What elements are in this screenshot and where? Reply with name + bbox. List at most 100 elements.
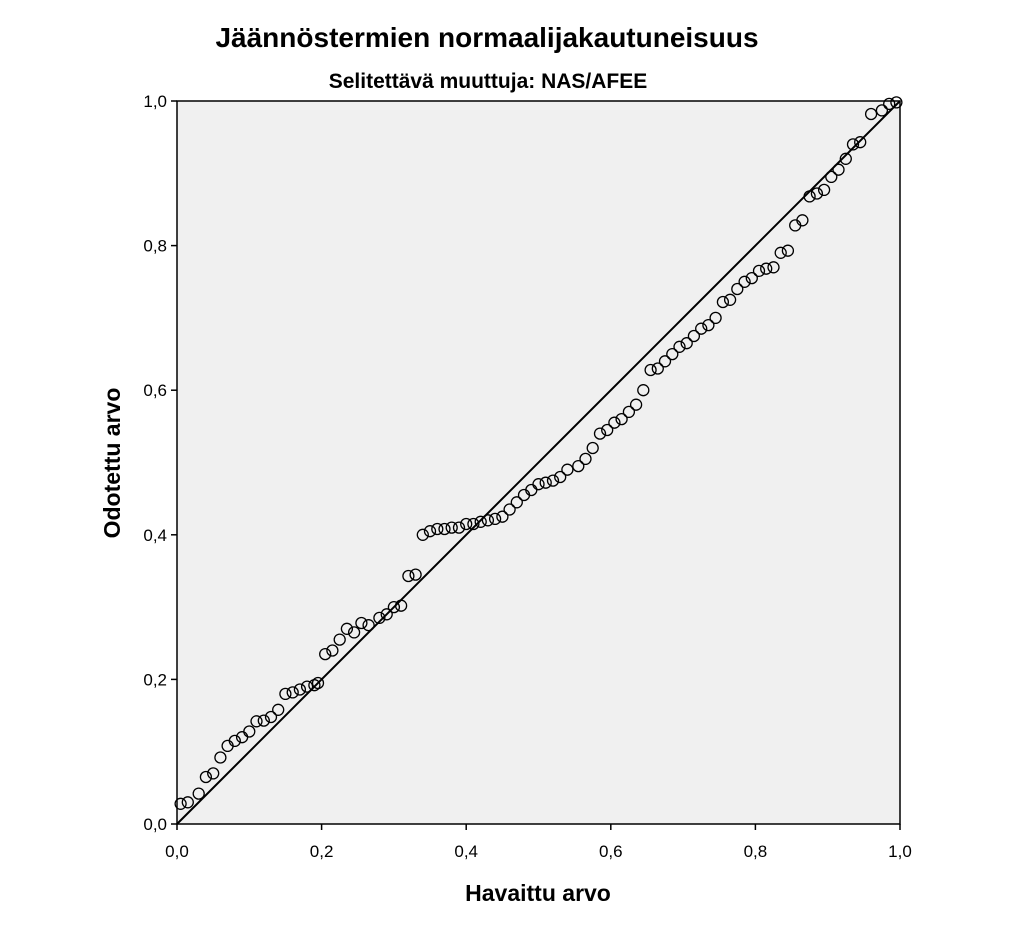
- x-tick-label: 0,6: [599, 842, 623, 861]
- chart-title: Jäännöstermien normaalijakautuneisuus: [215, 22, 759, 53]
- data-point: [293, 683, 307, 696]
- data-point: [380, 608, 393, 621]
- x-tick-label: 0,2: [310, 842, 334, 861]
- data-point: [192, 787, 205, 800]
- data-point: [460, 517, 473, 531]
- data-point: [355, 616, 368, 630]
- data-point: [546, 474, 560, 487]
- data-point: [767, 261, 780, 274]
- y-tick-label: 0,8: [143, 237, 167, 256]
- x-axis-label: Havaittu arvo: [465, 880, 611, 906]
- data-point: [431, 522, 444, 536]
- data-point: [416, 528, 429, 541]
- data-point: [286, 686, 299, 699]
- data-point: [539, 476, 552, 489]
- y-tick-label: 1,0: [143, 92, 167, 111]
- data-point: [554, 470, 567, 484]
- data-point: [423, 525, 437, 538]
- data-point: [622, 405, 636, 419]
- data-point: [319, 647, 332, 661]
- data-point: [474, 515, 487, 528]
- data-point: [264, 710, 278, 724]
- data-point: [452, 521, 466, 534]
- data-point: [716, 295, 730, 309]
- data-point: [586, 441, 599, 455]
- data-point: [333, 633, 346, 646]
- data-point: [467, 517, 480, 531]
- data-point: [572, 459, 585, 473]
- data-point: [738, 275, 751, 288]
- data-point: [731, 282, 744, 296]
- data-point: [272, 703, 285, 716]
- data-point: [532, 478, 545, 491]
- data-point: [326, 644, 339, 657]
- data-point: [340, 622, 354, 635]
- data-point: [637, 384, 650, 397]
- data-point: [817, 183, 831, 197]
- data-point: [810, 187, 824, 200]
- x-tick-label: 0,4: [454, 842, 478, 861]
- data-point: [488, 512, 502, 526]
- chart-subtitle: Selitettävä muuttuja: NAS/AFEE: [328, 70, 648, 93]
- data-point: [362, 619, 375, 632]
- data-point: [243, 725, 256, 738]
- data-point: [496, 510, 509, 523]
- y-tick-label: 0,4: [143, 526, 167, 545]
- data-point: [760, 262, 773, 275]
- data-point: [781, 244, 795, 257]
- data-point: [601, 423, 614, 437]
- data-point: [666, 347, 679, 361]
- data-point: [883, 97, 896, 111]
- data-point: [402, 569, 415, 583]
- data-point: [680, 337, 693, 350]
- data-point: [503, 503, 516, 516]
- data-point: [257, 714, 270, 727]
- points-layer: [174, 96, 903, 810]
- y-axis-label: Odotettu arvo: [99, 388, 125, 539]
- data-point: [796, 214, 809, 227]
- x-tick-label: 1,0: [888, 842, 912, 861]
- data-point: [854, 136, 867, 149]
- x-ticks: 0,0 0,2 0,4 0,6 0,8 1,0: [165, 824, 912, 861]
- data-point: [695, 322, 708, 335]
- data-point: [839, 152, 852, 165]
- data-point: [311, 676, 325, 690]
- data-point: [207, 767, 220, 780]
- data-point: [250, 715, 263, 728]
- data-point: [702, 318, 715, 332]
- y-ticks: 0,0 0,2 0,4 0,6 0,8 1,0: [143, 92, 177, 834]
- data-point: [644, 363, 657, 377]
- data-point: [510, 496, 523, 509]
- data-point: [214, 751, 227, 764]
- reference-line: [176, 100, 901, 825]
- data-point: [279, 687, 292, 701]
- data-point: [651, 362, 664, 375]
- data-point: [300, 680, 314, 693]
- data-point: [774, 246, 787, 259]
- data-point: [825, 170, 838, 184]
- data-point: [745, 271, 758, 285]
- data-point: [181, 796, 194, 809]
- data-point: [752, 264, 766, 278]
- data-point: [890, 96, 903, 109]
- data-point: [373, 611, 386, 625]
- data-point: [228, 734, 241, 748]
- data-point: [658, 355, 672, 368]
- data-point: [199, 770, 213, 784]
- data-point: [561, 463, 574, 476]
- data-point: [481, 514, 495, 527]
- data-point: [875, 104, 889, 117]
- data-point: [445, 521, 458, 534]
- data-point: [394, 599, 408, 612]
- data-point: [687, 329, 701, 343]
- x-tick-label: 0,8: [744, 842, 768, 861]
- data-point: [438, 522, 451, 536]
- data-point: [347, 626, 361, 639]
- y-tick-label: 0,6: [143, 381, 167, 400]
- y-tick-label: 0,0: [143, 815, 167, 834]
- data-point: [593, 427, 607, 440]
- y-tick-label: 0,2: [143, 670, 167, 689]
- data-point: [673, 340, 686, 353]
- data-point: [629, 398, 643, 411]
